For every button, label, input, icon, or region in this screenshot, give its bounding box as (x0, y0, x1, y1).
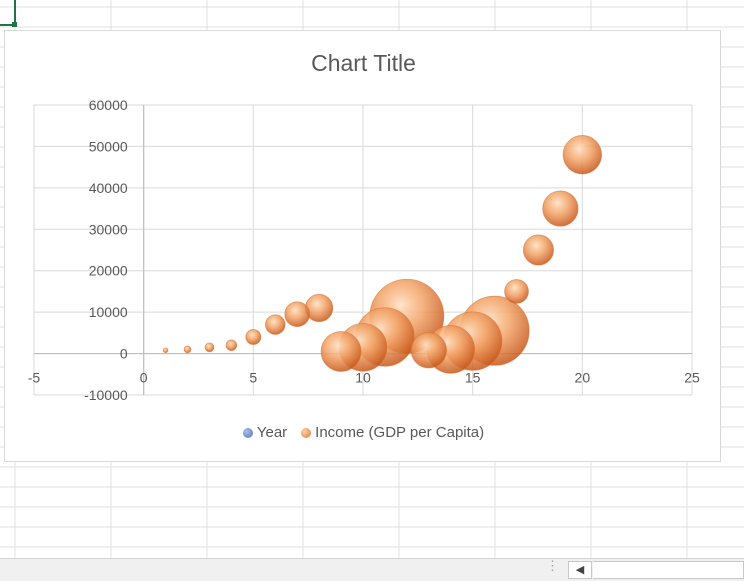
chart-title[interactable]: Chart Title (311, 50, 416, 76)
bubble-point-income[interactable] (265, 314, 286, 335)
legend-marker-year (242, 427, 253, 438)
bubble-point-income[interactable] (542, 190, 579, 227)
fill-handle[interactable] (12, 22, 17, 27)
bubble-point-income[interactable] (245, 329, 262, 345)
y-tick-label: 40000 (89, 180, 128, 196)
x-tick-label: -5 (28, 370, 41, 386)
x-tick-label: 25 (684, 370, 700, 386)
bubble-point-income[interactable] (162, 347, 169, 354)
status-bar: ⋮ ◀ (0, 558, 744, 581)
y-tick-label: 0 (120, 346, 128, 362)
horizontal-scrollbar[interactable] (593, 561, 744, 579)
legend-label-year: Year (256, 424, 288, 441)
splitter-grip-icon[interactable]: ⋮ (546, 558, 559, 573)
legend-entry-income[interactable]: Income (GDP per Capita) (301, 424, 484, 441)
chevron-left-icon: ◀ (575, 564, 585, 576)
y-tick-label: 30000 (89, 221, 128, 237)
legend-label-income: Income (GDP per Capita) (315, 424, 485, 441)
x-tick-label: 20 (575, 370, 591, 386)
bubble-point-income[interactable] (183, 345, 192, 354)
y-tick-label: 50000 (89, 138, 128, 154)
bubble-point-income[interactable] (562, 135, 602, 175)
bubble-point-income[interactable] (320, 331, 362, 372)
scroll-left-button[interactable]: ◀ (568, 561, 592, 579)
legend-marker-income (301, 427, 312, 438)
y-tick-label: 60000 (89, 97, 128, 113)
bubble-point-income[interactable] (204, 342, 215, 353)
chart-area[interactable]: -5 0 5 10 15 20 25 -10000 0 10000 20000 30000 40000 5… (4, 30, 721, 462)
bubble-chart: -5 0 5 10 15 20 25 -10000 0 10000 20000 30000 40000 5… (28, 97, 700, 403)
bubble-point-income[interactable] (410, 332, 447, 369)
chart-legend[interactable]: Year Income (GDP per Capita) (5, 424, 722, 441)
bubble-point-income[interactable] (225, 339, 238, 352)
bubble-point-income[interactable] (522, 234, 554, 266)
y-tick-label: 20000 (89, 263, 128, 279)
x-tick-label: 10 (355, 370, 371, 386)
x-tick-label: 15 (465, 370, 481, 386)
x-tick-label: 0 (140, 370, 148, 386)
y-tick-label: 10000 (89, 304, 128, 320)
x-tick-label: 5 (249, 370, 257, 386)
legend-entry-year[interactable]: Year (242, 424, 288, 441)
bubble-point-income[interactable] (284, 301, 311, 328)
y-tick-label: -10000 (84, 387, 128, 403)
active-cell-cursor[interactable] (0, 0, 16, 26)
bubble-point-income[interactable] (504, 279, 529, 304)
